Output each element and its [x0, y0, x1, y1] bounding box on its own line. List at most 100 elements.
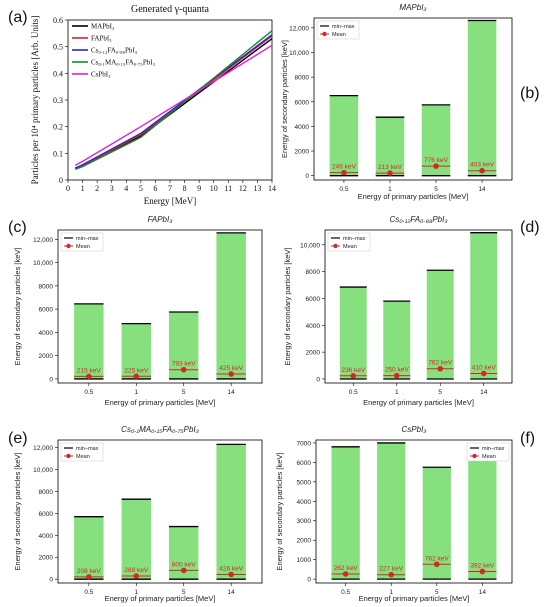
- y-tick-label: 2000: [295, 149, 310, 156]
- mean-point: [480, 370, 487, 377]
- mean-label: 410 keV: [472, 364, 497, 371]
- legend-label-3: Cs₀.₁MA₀.₁₅FA₀.₇₅PbI₃: [91, 59, 156, 67]
- y-tick-label: 0.2: [53, 123, 63, 132]
- y-axis-label: Energy of secondary particles [keV]: [13, 453, 22, 571]
- y-axis-label: Energy of secondary particles [keV]: [13, 248, 22, 366]
- y-tick-label: 5000: [297, 479, 312, 486]
- y-tick-label: 3000: [297, 518, 312, 525]
- y-tick-label: 0: [316, 376, 320, 383]
- legend-swatch-mean: [66, 453, 71, 459]
- mean-point: [133, 573, 140, 579]
- plot-frame: [313, 17, 513, 181]
- x-axis-label: Energy of primary particles [MeV]: [358, 192, 469, 201]
- y-tick-label: 2000: [306, 350, 321, 357]
- legend-label-4: CsPbI₃: [91, 71, 111, 79]
- y-tick-label: 0: [49, 376, 53, 383]
- x-tick-label: 10: [210, 184, 218, 193]
- x-tick-label: 5: [139, 184, 143, 193]
- chart-title: MAPbI₃: [399, 3, 426, 12]
- y-tick-label: 6000: [297, 460, 312, 467]
- legend-swatch-mean: [333, 243, 338, 249]
- mean-point: [387, 170, 393, 176]
- y-tick-label: 8000: [39, 489, 54, 496]
- mean-label: 215 keV: [77, 367, 102, 374]
- range-bar: [216, 444, 246, 580]
- y-tick-label: 2000: [39, 353, 54, 360]
- chart-title: FAPbI₃: [148, 215, 173, 224]
- x-tick-label: 0.5: [341, 589, 350, 596]
- range-bar: [383, 301, 411, 379]
- x-axis-label: Energy of primary particles [MeV]: [363, 398, 474, 407]
- x-tick-label: 0.5: [339, 186, 348, 193]
- y-tick-label: 0.5: [53, 43, 63, 52]
- y-tick-label: 10,000: [289, 50, 309, 57]
- x-tick-label: 14: [478, 186, 486, 193]
- chart-d: Cs₀.₁₂FA₀.₈₈PbI₃ 0 2000 4000 6000 8000 10,000 0…: [283, 215, 513, 407]
- legend-label-mean: Mean: [482, 454, 496, 460]
- mean-point: [388, 571, 395, 578]
- y-tick-label: 2000: [39, 555, 54, 562]
- range-bar: [422, 467, 451, 580]
- mean-label: 262 keV: [334, 565, 359, 572]
- y-axis-label: Energy of secondary particles [keV]: [275, 453, 284, 571]
- x-tick-label: 0.5: [84, 389, 93, 396]
- x-tick-label: 7: [168, 184, 172, 193]
- mean-label: 425 keV: [219, 365, 244, 372]
- mean-point: [433, 163, 439, 169]
- mean-point: [479, 167, 485, 174]
- legend-label-0: MAPbI₃: [91, 23, 115, 31]
- y-tick-label: 0: [49, 577, 53, 584]
- x-tick-label: 5: [182, 389, 186, 396]
- mean-point: [437, 365, 444, 372]
- legend: min−max Mean: [60, 232, 104, 252]
- legend: min−max Mean: [327, 232, 371, 252]
- chart-e: Cs₀.₁MA₀.₁₅FA₀.₇₅PbI₃0200040006000800010…: [13, 425, 263, 603]
- y-tick-label: 8000: [39, 283, 54, 290]
- chart-title: Generated γ-quanta: [131, 4, 210, 15]
- chart-c: FAPbI₃ 0 2000 4000 6000 8000 10,000 12,000 0.5 1 5…: [13, 215, 263, 407]
- panel-label-f: (f): [520, 430, 535, 447]
- x-tick-label: 14: [480, 389, 488, 396]
- legend-label-minmax: min−max: [76, 446, 99, 452]
- legend-label-mean: Mean: [343, 244, 357, 250]
- x-axis-label: Energy of primary particles [MeV]: [359, 594, 470, 603]
- y-tick-label: 12,000: [33, 237, 53, 244]
- x-tick-label: 14: [479, 589, 487, 596]
- x-tick-label: 14: [228, 589, 236, 596]
- series-line-4: [74, 44, 273, 166]
- legend: min−max Mean: [316, 20, 360, 40]
- legend-label-mean: Mean: [332, 32, 346, 38]
- x-tick-label: 0.5: [349, 389, 358, 396]
- x-tick-label: 3: [110, 184, 114, 193]
- panel-label-d: (d): [520, 219, 540, 236]
- legend-label-mean: Mean: [76, 244, 90, 250]
- range-bar: [216, 232, 246, 379]
- mean-label: 213 keV: [378, 164, 403, 171]
- mean-label: 762 keV: [428, 360, 453, 367]
- range-bar: [74, 303, 104, 379]
- chart-title: Cs₀.₁₂FA₀.₈₈PbI₃: [389, 215, 447, 224]
- x-axis-label: Energy [MeV]: [144, 196, 197, 206]
- y-tick-label: 8000: [295, 75, 310, 82]
- y-tick-label: 4000: [295, 124, 310, 131]
- y-tick-label: 6000: [39, 307, 54, 314]
- panel-label-c: (c): [8, 219, 27, 236]
- y-tick-label: 0.3: [53, 96, 63, 105]
- y-tick-label: 10,000: [33, 467, 53, 474]
- chart-title: Cs₀.₁MA₀.₁₅FA₀.₇₅PbI₃: [121, 425, 199, 434]
- y-tick-label: 6000: [39, 511, 54, 518]
- mean-point: [342, 571, 349, 577]
- legend-swatch-mean: [472, 453, 477, 459]
- mean-point: [180, 567, 187, 574]
- mean-point: [479, 568, 486, 575]
- y-tick-label: 0.6: [53, 16, 63, 25]
- x-tick-label: 4: [124, 184, 128, 193]
- range-bar: [121, 499, 151, 580]
- legend-label-2: Cs₀.₁₂FA₀.₈₈PbI₃: [91, 47, 138, 55]
- y-tick-label: 1000: [297, 557, 312, 564]
- legend-label-minmax: min−max: [332, 24, 355, 30]
- chart-title: CsPbI₃: [402, 425, 427, 434]
- mean-label: 426 keV: [219, 565, 244, 572]
- y-tick-label: 6000: [295, 99, 310, 106]
